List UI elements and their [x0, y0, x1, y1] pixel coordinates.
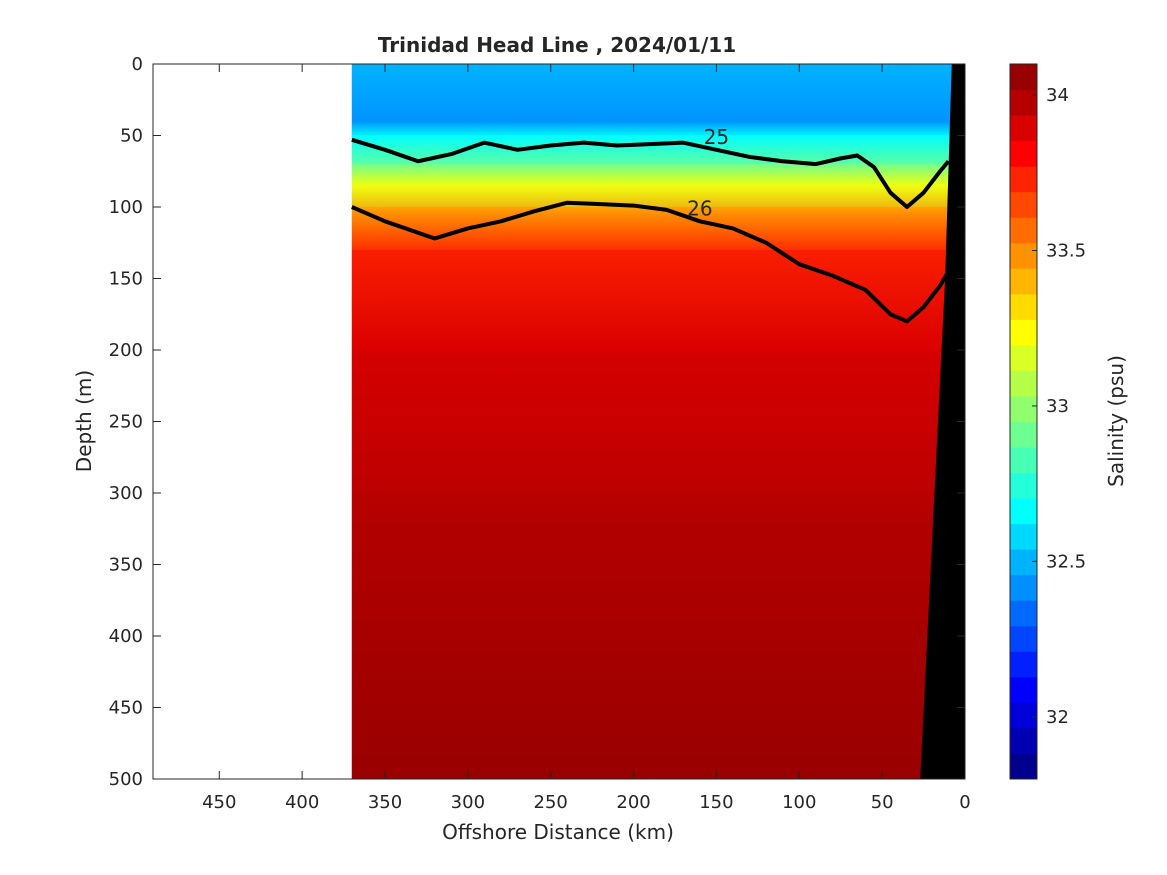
- colorbar-swatch: [1010, 115, 1037, 142]
- colorbar-swatch: [1010, 217, 1037, 244]
- colorbar-tick-label: 33.5: [1046, 241, 1086, 262]
- colorbar-swatch: [1010, 191, 1037, 218]
- colorbar-swatch: [1010, 319, 1037, 346]
- x-axis-label: Offshore Distance (km): [442, 820, 674, 844]
- colorbar-swatch: [1010, 753, 1037, 780]
- colorbar-swatch: [1010, 727, 1037, 754]
- colorbar-swatch: [1010, 574, 1037, 601]
- isopycnal-label: 26: [687, 196, 712, 220]
- x-tick-label: 100: [782, 792, 816, 813]
- colorbar-label: Salinity (psu): [1104, 355, 1128, 487]
- y-tick-label: 150: [109, 269, 143, 290]
- y-tick-label: 400: [109, 626, 143, 647]
- colorbar-swatch: [1010, 702, 1037, 729]
- isopycnal-26: [351, 200, 951, 324]
- colorbar-swatch: [1010, 89, 1037, 116]
- colorbar-swatch: [1010, 344, 1037, 371]
- colorbar-swatch: [1010, 268, 1037, 295]
- colorbar-swatch: [1010, 293, 1037, 320]
- colorbar-swatch: [1010, 549, 1037, 576]
- colorbar-swatch: [1010, 600, 1037, 627]
- plot-area: 25 26: [152, 63, 966, 780]
- x-tick-label: 350: [368, 792, 402, 813]
- y-tick-label: 100: [109, 197, 143, 218]
- colorbar-tick-label: 32.5: [1046, 551, 1086, 572]
- colorbar-swatch: [1010, 370, 1037, 397]
- colorbar-swatch: [1010, 166, 1037, 193]
- salinity-field: [351, 64, 965, 779]
- colorbar-swatch: [1010, 421, 1037, 448]
- colorbar-swatch: [1010, 651, 1037, 678]
- y-tick-label: 50: [120, 126, 143, 147]
- y-tick-label: 200: [109, 340, 143, 361]
- colorbar-swatch: [1010, 498, 1037, 525]
- y-tick-label: 0: [132, 54, 143, 75]
- y-tick-label: 300: [109, 483, 143, 504]
- bathymetry: [920, 64, 965, 779]
- x-tick-label: 50: [871, 792, 894, 813]
- y-axis-label: Depth (m): [72, 370, 96, 472]
- x-axis: 450 400 350 300 250 200 150 100 50 0: [202, 64, 971, 813]
- x-tick-label: 450: [202, 792, 236, 813]
- isopycnal-25: [351, 137, 950, 209]
- y-tick-label: 450: [109, 698, 143, 719]
- colorbar-swatch: [1010, 472, 1037, 499]
- x-tick-label: 400: [285, 792, 319, 813]
- colorbar-swatch: [1010, 676, 1037, 703]
- isopycnal-label: 25: [704, 125, 729, 149]
- x-tick-label: 0: [959, 792, 970, 813]
- colorbar-tick-label: 34: [1046, 85, 1069, 106]
- colorbar-swatch: [1010, 625, 1037, 652]
- x-tick-label: 150: [699, 792, 733, 813]
- y-tick-label: 350: [109, 555, 143, 576]
- x-tick-label: 250: [534, 792, 568, 813]
- colorbar-swatch: [1010, 395, 1037, 422]
- x-tick-label: 200: [616, 792, 650, 813]
- colorbar-tick-label: 32: [1046, 707, 1069, 728]
- y-axis: 0 50 100 150 200 250 300 350 400 450 500: [109, 54, 965, 790]
- colorbar-swatch: [1010, 242, 1037, 269]
- colorbar-swatch: [1010, 140, 1037, 167]
- colorbar-swatch: [1010, 447, 1037, 474]
- chart-title: Trinidad Head Line , 2024/01/11: [378, 33, 736, 57]
- colorbar: 32 32.5 33 33.5 34: [1009, 63, 1086, 780]
- colorbar-frame: [1009, 63, 1038, 780]
- colorbar-tick-label: 33: [1046, 396, 1069, 417]
- colorbar-swatch: [1010, 523, 1037, 550]
- colorbar-swatch: [1010, 64, 1037, 91]
- y-tick-label: 500: [109, 769, 143, 790]
- y-tick-label: 250: [109, 412, 143, 433]
- x-tick-label: 300: [451, 792, 485, 813]
